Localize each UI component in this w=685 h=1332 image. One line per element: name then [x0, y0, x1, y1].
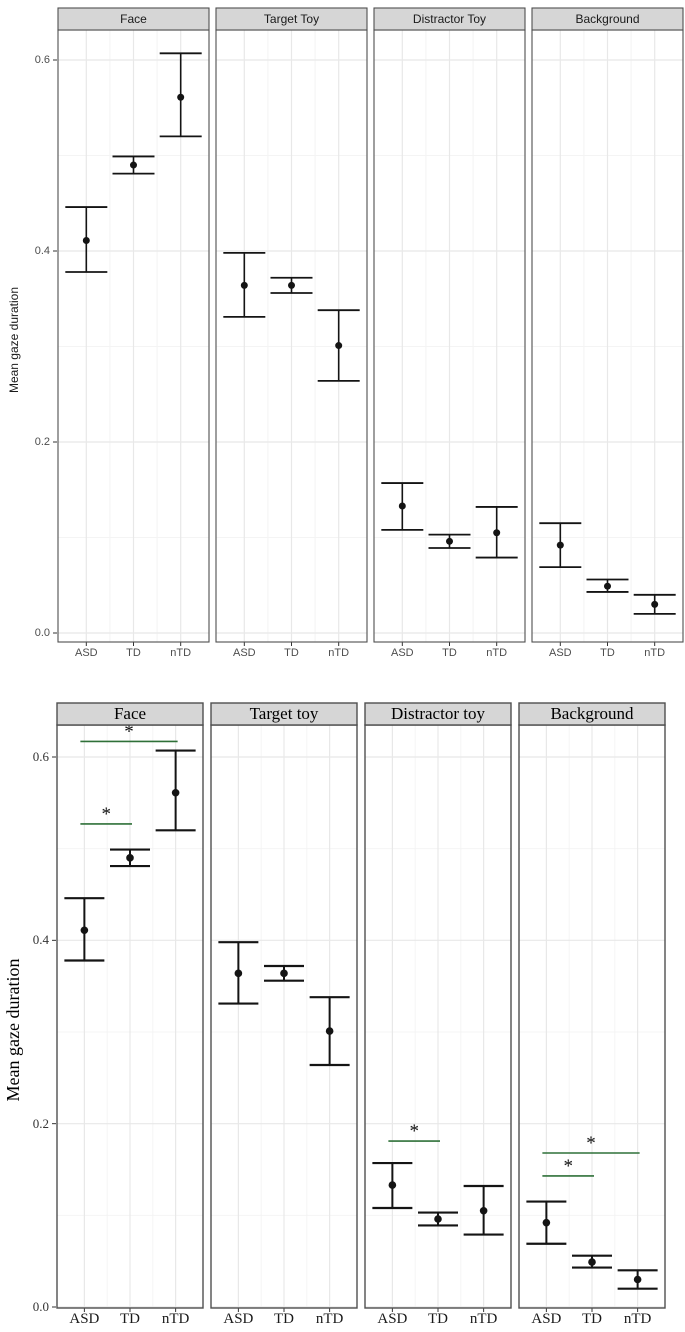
x-tick-label: nTD [328, 647, 350, 659]
x-tick-label: nTD [644, 647, 666, 659]
x-tick-label: nTD [161, 1311, 190, 1327]
x-tick-label: TD [284, 647, 299, 659]
y-axis-title: Mean gaze duration [3, 958, 23, 1102]
data-point [177, 93, 185, 101]
data-point [434, 1215, 442, 1223]
facet-strip [364, 702, 512, 726]
facet-strip-label: Target toy [249, 704, 319, 723]
data-point [280, 969, 288, 978]
x-tick-label: TD [126, 647, 141, 659]
facet-strip [531, 7, 684, 31]
x-tick-label: ASD [233, 647, 256, 659]
data-point [633, 1275, 642, 1284]
data-point [493, 529, 501, 537]
significance-asterisk: * [586, 1133, 596, 1154]
bottom-chart: * * * * * ASD TD nTD Face ASD TD nTD Target toy ASD T… [0, 690, 685, 1332]
x-tick-label: ASD [377, 1311, 408, 1327]
x-tick-label: ASD [223, 1311, 254, 1327]
facet-strip-label: Face [113, 704, 147, 723]
x-tick-label: ASD [69, 1311, 100, 1327]
y-tick-label: 0.4 [34, 245, 50, 257]
x-tick-label: nTD [315, 1311, 344, 1327]
facet-strip-label: Target Toy [263, 12, 320, 26]
data-point [651, 600, 659, 608]
data-point [479, 1206, 488, 1215]
x-tick-label: TD [600, 647, 615, 659]
x-tick-label: TD [428, 1311, 448, 1327]
data-point [335, 342, 343, 350]
facet-strip-label: Distractor toy [391, 704, 485, 723]
data-point [398, 502, 406, 510]
data-point [325, 1027, 334, 1035]
bottom-chart-canvas: * * * * * [52, 702, 666, 1312]
y-tick-label: 0.4 [32, 932, 49, 948]
x-tick-label: nTD [469, 1311, 498, 1327]
data-point [388, 1181, 397, 1189]
significance-asterisk: * [101, 804, 111, 825]
facet-strip-label: Background [575, 12, 640, 26]
y-tick-label: 0.2 [32, 1115, 49, 1131]
x-tick-label: ASD [531, 1311, 562, 1327]
data-point [126, 854, 134, 862]
facet-strip [518, 702, 666, 726]
y-tick-label: 0.0 [32, 1299, 49, 1314]
y-tick-label: 0.6 [34, 54, 50, 66]
data-point [288, 281, 295, 289]
facet-strip [215, 7, 368, 31]
facet-strip-label: Face [120, 12, 147, 26]
x-tick-label: nTD [170, 647, 192, 659]
x-tick-label: TD [582, 1311, 602, 1327]
facet-strip [57, 7, 210, 31]
data-point [130, 161, 137, 169]
significance-asterisk: * [563, 1156, 573, 1177]
x-tick-label: TD [274, 1311, 294, 1327]
significance-asterisk: * [124, 721, 134, 742]
data-point [171, 788, 180, 797]
data-point [542, 1218, 551, 1227]
top-chart-canvas [53, 7, 684, 646]
facet-strip [56, 702, 204, 726]
data-point [80, 926, 89, 935]
facet-strip [373, 7, 526, 31]
data-point [82, 236, 90, 244]
data-point [556, 541, 564, 549]
x-tick-label: nTD [486, 647, 508, 659]
y-axis-title: Mean gaze duration [7, 286, 21, 394]
y-tick-label: 0.6 [32, 749, 49, 764]
y-tick-label: 0.2 [34, 436, 50, 448]
facet-strip-label: Distractor Toy [412, 12, 487, 26]
data-point [588, 1258, 596, 1266]
data-point [234, 969, 243, 978]
significance-asterisk: * [409, 1121, 419, 1142]
top-chart: ASD TD nTD Face ASD TD nTD Target Toy ASD TD nTD Di… [7, 7, 684, 659]
data-point [446, 537, 453, 545]
data-point [604, 582, 611, 590]
data-point [240, 281, 248, 289]
x-tick-label: ASD [75, 647, 98, 659]
x-tick-label: ASD [549, 647, 572, 659]
x-tick-label: TD [120, 1311, 140, 1327]
x-tick-label: nTD [623, 1311, 652, 1327]
x-tick-label: ASD [391, 647, 414, 659]
facet-strip [210, 702, 358, 726]
x-tick-label: TD [442, 647, 457, 659]
facet-strip-label: Background [550, 704, 634, 723]
y-tick-label: 0.0 [34, 627, 50, 639]
